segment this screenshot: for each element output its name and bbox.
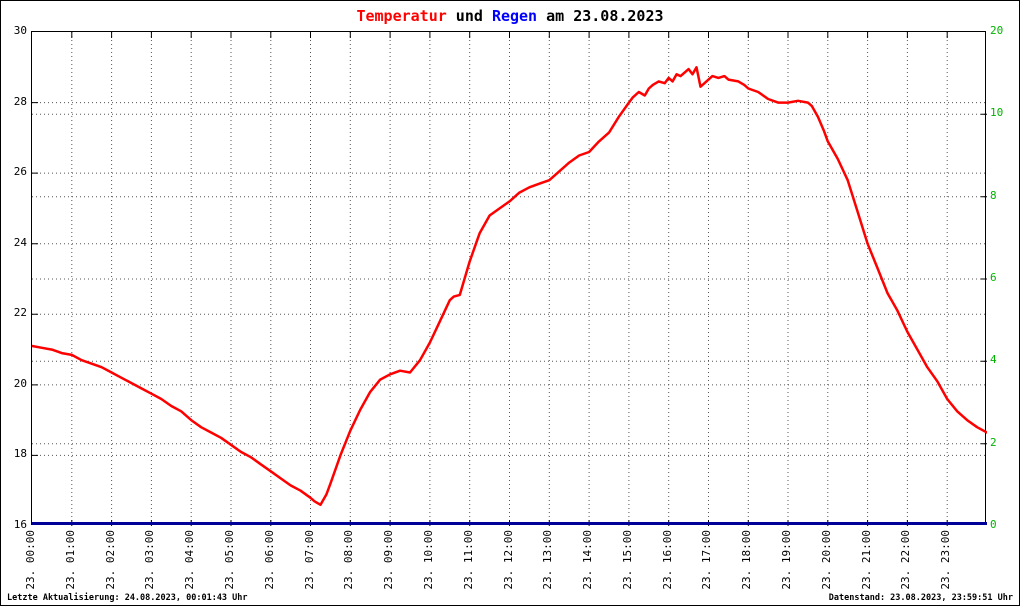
- plot-area: [31, 31, 987, 526]
- x-axis-tick-label: 23. 01:00: [63, 530, 77, 590]
- x-axis-tick-label: 23. 11:00: [461, 530, 475, 590]
- plot-gridlines: [32, 32, 987, 526]
- y-right-tick-label: 6: [990, 271, 997, 284]
- y-left-tick-label: 16: [13, 518, 27, 531]
- y-left-tick-label: 18: [13, 447, 27, 461]
- y-right-tick-label: 4: [990, 353, 997, 367]
- x-axis-tick-label: 23. 12:00: [501, 530, 515, 590]
- title-regen: Regen: [491, 7, 538, 25]
- x-axis-tick-label: 23. 08:00: [342, 530, 356, 590]
- x-axis-tick-label: 23. 09:00: [382, 530, 396, 590]
- y-left-tick-label: 28: [13, 94, 27, 108]
- x-axis-tick-label: 23. 23:00: [939, 530, 953, 590]
- x-axis-tick-label: 23. 15:00: [620, 530, 634, 590]
- x-axis-tick-label: 23. 00:00: [24, 530, 37, 590]
- x-axis-tick-label: 23. 18:00: [740, 530, 754, 590]
- y-right-tick-label: 8: [990, 188, 997, 202]
- title-temperatur: Temperatur: [356, 7, 447, 25]
- y-left-tick-label: 22: [13, 306, 27, 320]
- y-left-tick-label: 26: [13, 165, 27, 179]
- y-left-tick-label: 30: [13, 24, 27, 37]
- x-axis-tick-label: 23. 10:00: [421, 530, 435, 590]
- chart-title: Temperatur und Regen am 23.08.2023: [1, 7, 1019, 25]
- data-timestamp-text: Datenstand: 23.08.2023, 23:59:51 Uhr: [828, 593, 1013, 603]
- x-axis-tick-label: 23. 22:00: [899, 530, 913, 590]
- x-axis-tick-label: 23. 05:00: [222, 530, 236, 590]
- x-axis-tick-label: 23. 17:00: [700, 530, 714, 590]
- chart-plot-svg: [32, 32, 987, 526]
- last-update-text: Letzte Aktualisierung: 24.08.2023, 00:01…: [7, 593, 248, 603]
- x-axis-tick-label: 23. 03:00: [143, 530, 157, 590]
- x-axis-tick-label: 23. 06:00: [262, 530, 276, 590]
- x-axis-tick-label: 23. 02:00: [103, 530, 117, 590]
- temperature-series-line: [32, 66, 987, 507]
- axis-tick-marks: [32, 32, 987, 526]
- y-left-tick-label: 20: [13, 376, 27, 390]
- x-axis-tick-label: 23. 13:00: [541, 530, 555, 590]
- x-axis-tick-label: 23. 07:00: [302, 530, 316, 590]
- y-right-tick-label: 20: [990, 24, 1004, 37]
- x-axis-tick-label: 23. 21:00: [859, 530, 873, 590]
- y-right-tick-label: 10: [990, 106, 1004, 120]
- right-axis-rain-labels: 20 10 8 6 4 2 0: [990, 24, 1019, 531]
- x-axis-tick-label: 23. 19:00: [780, 530, 794, 590]
- title-date: am 23.08.2023: [537, 7, 664, 25]
- y-right-tick-label: 0: [990, 518, 997, 531]
- x-axis-tick-label: 23. 04:00: [183, 530, 197, 590]
- x-axis-tick-label: 23. 20:00: [819, 530, 833, 590]
- y-left-tick-label: 24: [13, 235, 27, 249]
- title-und: und: [446, 7, 492, 25]
- x-axis-tick-label: 23. 14:00: [581, 530, 595, 590]
- x-axis-tick-label: 23. 16:00: [660, 530, 674, 590]
- y-right-tick-label: 2: [990, 435, 997, 449]
- left-axis-temperature-labels: 30 28 26 24 22 20 18 16: [1, 24, 29, 531]
